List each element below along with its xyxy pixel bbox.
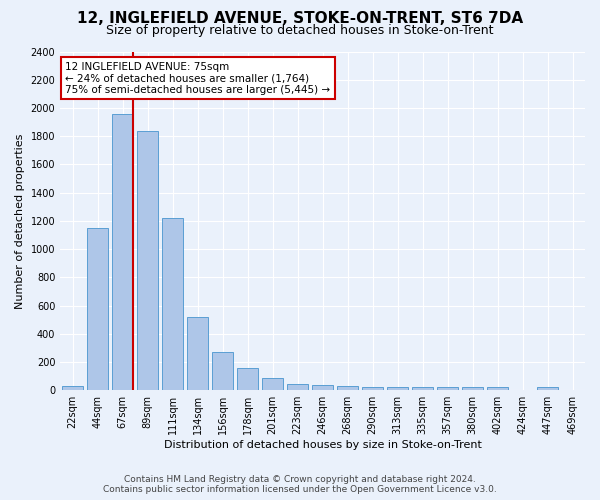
- Bar: [412, 388, 433, 390]
- Text: 12 INGLEFIELD AVENUE: 75sqm
← 24% of detached houses are smaller (1,764)
75% of : 12 INGLEFIELD AVENUE: 75sqm ← 24% of det…: [65, 62, 331, 95]
- Text: Size of property relative to detached houses in Stoke-on-Trent: Size of property relative to detached ho…: [106, 24, 494, 37]
- Bar: [187, 317, 208, 390]
- Bar: [537, 388, 558, 390]
- Bar: [62, 386, 83, 390]
- Bar: [362, 388, 383, 390]
- Bar: [337, 386, 358, 390]
- Bar: [137, 130, 158, 390]
- Bar: [287, 384, 308, 390]
- Y-axis label: Number of detached properties: Number of detached properties: [15, 133, 25, 308]
- Text: 12, INGLEFIELD AVENUE, STOKE-ON-TRENT, ST6 7DA: 12, INGLEFIELD AVENUE, STOKE-ON-TRENT, S…: [77, 11, 523, 26]
- Bar: [437, 388, 458, 390]
- Bar: [312, 384, 333, 390]
- Bar: [237, 368, 258, 390]
- X-axis label: Distribution of detached houses by size in Stoke-on-Trent: Distribution of detached houses by size …: [164, 440, 482, 450]
- Bar: [87, 228, 108, 390]
- Text: Contains HM Land Registry data © Crown copyright and database right 2024.
Contai: Contains HM Land Registry data © Crown c…: [103, 474, 497, 494]
- Bar: [262, 378, 283, 390]
- Bar: [162, 218, 183, 390]
- Bar: [462, 388, 483, 390]
- Bar: [112, 114, 133, 390]
- Bar: [387, 388, 408, 390]
- Bar: [212, 352, 233, 390]
- Bar: [487, 388, 508, 390]
